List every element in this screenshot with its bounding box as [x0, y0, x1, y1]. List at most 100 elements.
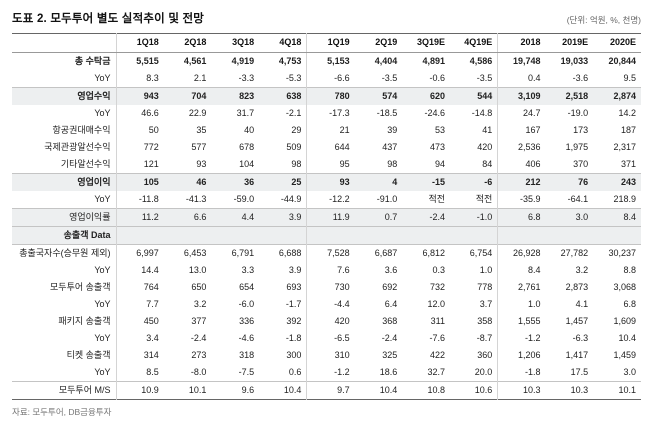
row-label: 영업수익 — [12, 87, 117, 105]
table-cell: -0.6 — [429, 73, 446, 83]
table-cell: 8.3 — [146, 73, 159, 83]
table-cell: 2,317 — [613, 142, 636, 152]
table-cell: 772 — [143, 142, 159, 152]
table-cell: 50 — [148, 125, 159, 135]
table-cell — [545, 226, 594, 245]
table-row: 모두투어 M/S 10.9 10.1 9.6 10.4 9.7 10.4 10.8 10.6 10… — [12, 381, 641, 400]
table-cell: 311 — [430, 316, 446, 326]
table-cell: 46 — [163, 173, 212, 191]
row-label: 모두투어 송출객 — [12, 279, 117, 296]
table-cell: 1,457 — [565, 316, 589, 326]
table-cell: -1.0 — [450, 208, 498, 227]
table-cell: 422 — [430, 350, 446, 360]
table-cell: 406 — [497, 156, 546, 174]
report-table-page: 도표 2. 모두투어 별도 실적추이 및 전망 (단위: 억원, %, 천명) … — [12, 10, 641, 417]
table-cell: -1.2 — [306, 364, 355, 382]
table-cell: -18.5 — [376, 108, 398, 118]
table-cell: 40 — [244, 125, 255, 135]
table-title: 도표 2. 모두투어 별도 실적추이 및 전망 — [12, 13, 205, 25]
table-header-bar: 도표 2. 모두투어 별도 실적추이 및 전망 (단위: 억원, %, 천명) — [12, 10, 641, 26]
table-cell: 13.0 — [188, 265, 207, 275]
table-cell: 0.4 — [497, 70, 546, 88]
table-cell: 173 — [573, 125, 589, 135]
table-cell: 3,109 — [497, 87, 546, 105]
table-cell: 98 — [387, 159, 398, 169]
table-cell: 218.9 — [613, 194, 636, 204]
table-cell: 8.4 — [497, 262, 546, 279]
row-label: YoY — [12, 296, 117, 313]
table-cell: 26,928 — [497, 244, 546, 262]
table-cell — [593, 226, 641, 245]
table-cell: 704 — [163, 87, 212, 105]
row-label: YoY — [12, 105, 117, 122]
table-cell: 167 — [497, 122, 546, 139]
table-cell: -7.6 — [429, 333, 446, 343]
table-cell: 1,975 — [565, 142, 589, 152]
table-cell: 243 — [593, 173, 641, 191]
table-row: YoY 3.4 -2.4 -4.6 -1.8 -6.5 -2.4 -7.6 -8.7 -1.2 -6… — [12, 330, 641, 347]
table-row: 송출객 Data — [12, 226, 641, 245]
table-cell: 9.7 — [306, 381, 355, 400]
source-note: 자료: 모두투어, DB금융투자 — [12, 407, 112, 417]
table-cell: -6 — [450, 173, 498, 191]
unit-note: (단위: 억원, %, 천명) — [566, 15, 641, 25]
table-cell: 678 — [239, 142, 255, 152]
row-label: 항공권대매수익 — [12, 122, 117, 139]
table-cell: 310 — [306, 347, 355, 364]
row-label: YoY — [12, 330, 117, 347]
table-cell: -11.8 — [138, 194, 159, 204]
table-cell: 2,761 — [497, 279, 546, 296]
column-header: 2019E — [545, 33, 594, 53]
table-cell: 6,791 — [211, 244, 260, 262]
table-cell: 41 — [482, 125, 493, 135]
table-cell: 19,748 — [497, 52, 546, 70]
table-cell: 17.5 — [570, 367, 589, 377]
table-cell: -1.8 — [497, 364, 546, 382]
table-cell: 11.9 — [306, 208, 355, 227]
table-cell: 1.0 — [479, 265, 493, 275]
table-cell: 764 — [143, 282, 159, 292]
column-header: 2Q18 — [163, 33, 212, 53]
table-cell: 21 — [306, 122, 355, 139]
table-cell: -8.7 — [476, 333, 493, 343]
table-cell: 27,782 — [545, 244, 594, 262]
table-cell: 20.0 — [474, 367, 493, 377]
table-cell — [306, 226, 355, 245]
table-cell: 4.1 — [575, 299, 589, 309]
table-cell: 18.6 — [379, 367, 398, 377]
table-cell: 3.0 — [623, 367, 636, 377]
table-cell: -12.2 — [306, 191, 355, 209]
table-cell: -8.0 — [190, 367, 207, 377]
table-cell — [402, 226, 451, 245]
table-row: 영업수익 943 704 823 638 780 574 620 544 3,109 2,518 2,… — [12, 87, 641, 105]
table-cell: 19,033 — [560, 56, 589, 66]
row-label: 패키지 송출객 — [12, 313, 117, 330]
table-cell: 6,997 — [116, 244, 164, 262]
table-cell: 187 — [620, 125, 636, 135]
table-cell: 943 — [116, 87, 164, 105]
table-cell: 8.8 — [623, 265, 636, 275]
table-cell: 8.4 — [593, 208, 641, 227]
table-cell: 644 — [306, 139, 355, 156]
table-cell: 3.0 — [545, 208, 594, 227]
table-cell: 1,417 — [565, 350, 589, 360]
table-cell: -4.6 — [238, 333, 255, 343]
table-cell — [259, 226, 307, 245]
row-label: YoY — [12, 262, 117, 279]
table-cell: 98 — [291, 159, 302, 169]
table-cell: 314 — [143, 350, 159, 360]
table-cell: -35.9 — [497, 191, 546, 209]
table-row: 국제관광알선수익 772 577 678 509 644 437 473 420 2,536 1,9… — [12, 139, 641, 156]
table-cell: 10.4 — [259, 381, 307, 400]
table-cell: -2.4 — [402, 208, 451, 227]
table-row: 영업이익률 11.2 6.6 4.4 3.9 11.9 0.7 -2.4 -1.0 6.8 3.0 8… — [12, 208, 641, 227]
table-row: YoY 46.6 22.9 31.7 -2.1 -17.3 -18.5 -24.6 -14.8 2… — [12, 105, 641, 122]
table-cell: 30,237 — [593, 244, 641, 262]
table-cell: 336 — [239, 316, 255, 326]
table-cell: -19.0 — [567, 108, 589, 118]
table-cell: -14.8 — [471, 108, 493, 118]
table-cell: 39 — [387, 125, 398, 135]
table-row: YoY 8.3 2.1 -3.3 -5.3 -6.6 -3.5 -0.6 -3.5 0.4 -3.6… — [12, 70, 641, 88]
row-label: 송출객 Data — [12, 226, 117, 245]
table-cell: 212 — [497, 173, 546, 191]
